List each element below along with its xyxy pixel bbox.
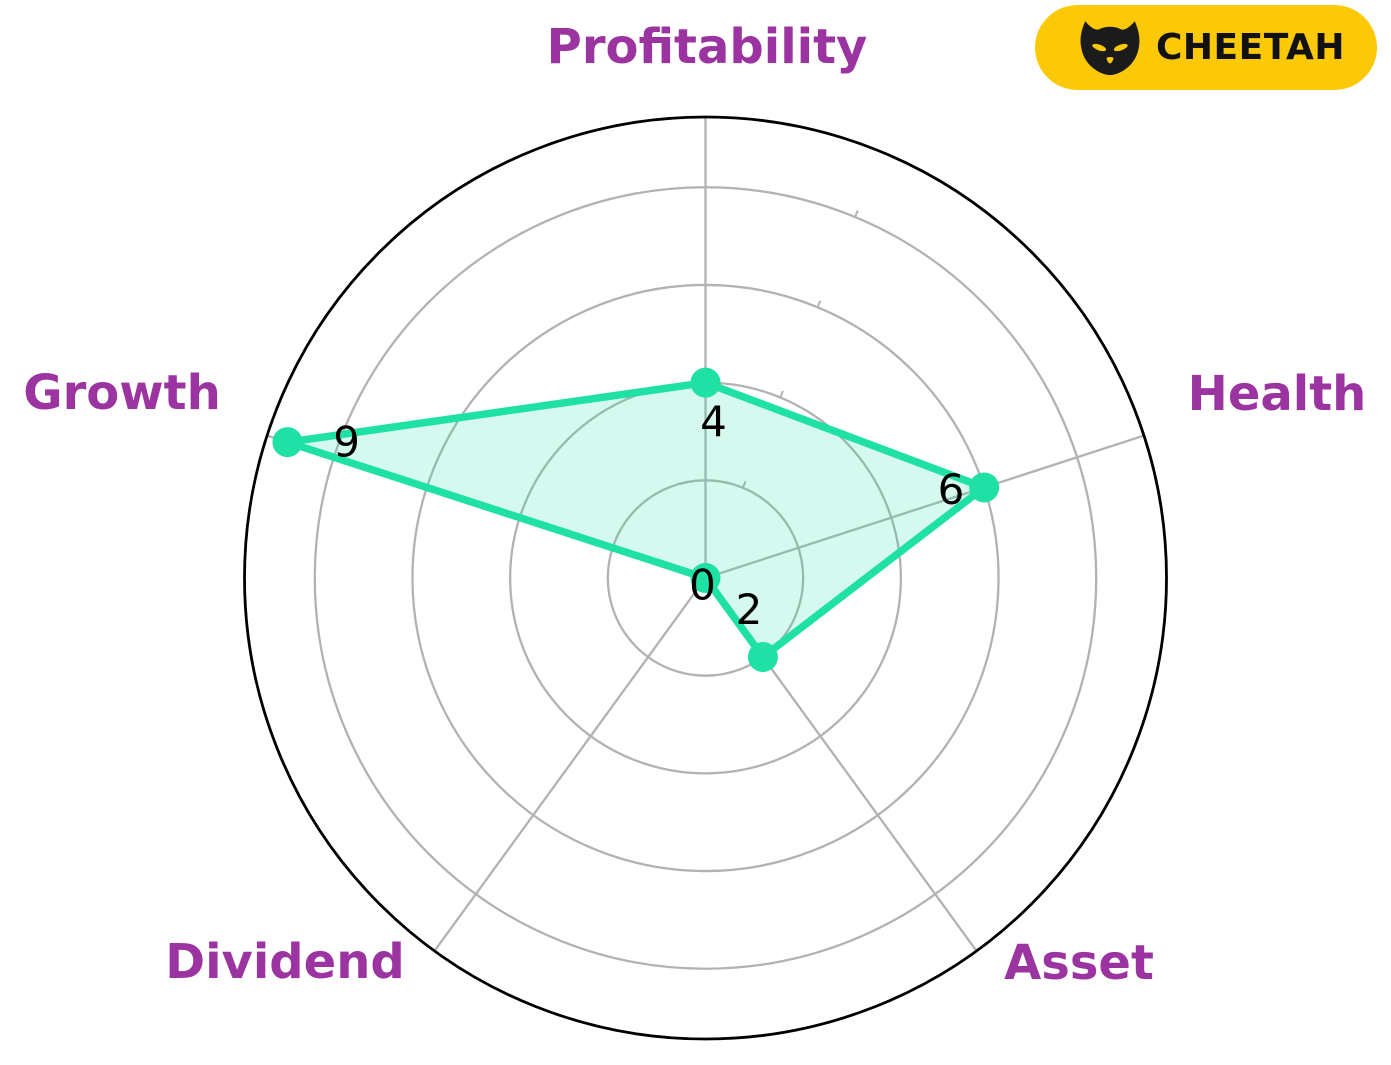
data-point-health [969, 472, 1000, 503]
axis-label-asset: Asset [1004, 935, 1154, 991]
data-point-dividend [690, 563, 721, 593]
brand-badge-label: CHEETAH [1156, 26, 1345, 68]
cat-face-icon [1080, 20, 1140, 75]
axis-spoke-dividend [433, 577, 707, 952]
radial-tick-6 [816, 300, 822, 308]
radial-tick-8 [854, 210, 859, 218]
radar-area [283, 378, 988, 661]
value-label-dividend: 0 [689, 561, 716, 610]
data-point-growth [272, 427, 303, 458]
data-point-asset [747, 642, 778, 673]
outer-ring [243, 115, 1168, 1041]
data-point-profitability [690, 367, 721, 398]
value-label-growth: 9 [333, 418, 360, 467]
brand-badge: CHEETAH [1035, 5, 1377, 90]
axis-label-health: Health [1188, 366, 1367, 422]
axis-spoke-health [705, 434, 1145, 580]
value-label-profitability: 4 [700, 397, 727, 446]
radial-tick-4 [779, 390, 784, 398]
axis-label-growth: Growth [23, 365, 221, 421]
axis-label-dividend: Dividend [165, 934, 404, 990]
axis-label-profitability: Profitability [547, 19, 868, 75]
value-label-asset: 2 [736, 585, 763, 634]
radial-tick-2 [741, 480, 747, 489]
value-label-health: 6 [938, 465, 965, 514]
